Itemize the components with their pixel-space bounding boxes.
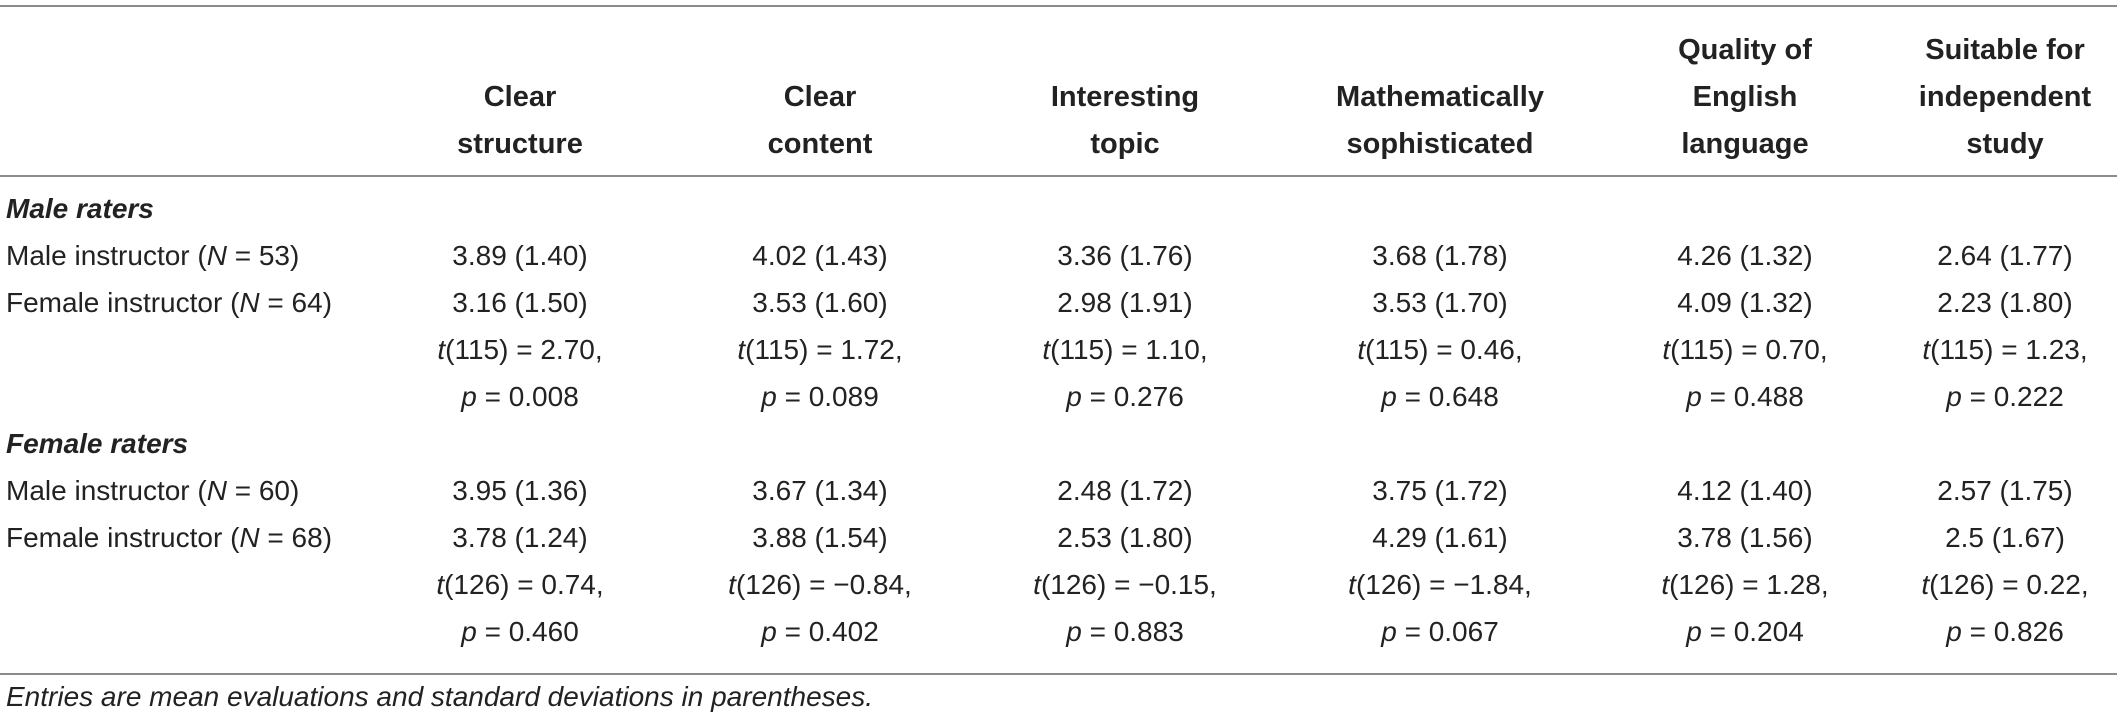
t-statistic: t(126) = −1.84, <box>1348 569 1532 600</box>
table-bottom-rule <box>0 673 2117 675</box>
table-cell: 3.78 (1.56) <box>1677 522 1813 553</box>
header-line: Suitable for <box>1925 34 2085 66</box>
table-cell: 3.36 (1.76) <box>1057 240 1193 271</box>
table-cell: 2.53 (1.80) <box>1057 522 1193 553</box>
section-title-male-raters: Male raters <box>6 193 154 224</box>
t-statistic: t(126) = 0.22, <box>1921 569 2089 600</box>
table-cell: 3.53 (1.60) <box>752 287 888 318</box>
table-cell: 2.98 (1.91) <box>1057 287 1193 318</box>
row-label: Female instructor (N = 64) <box>6 287 333 318</box>
row-label: Female instructor (N = 68) <box>6 522 333 553</box>
header-line: language <box>1681 128 1809 160</box>
p-value: p = 0.488 <box>1686 381 1804 412</box>
header-line: sophisticated <box>1346 128 1534 160</box>
row-label: Male instructor (N = 53) <box>6 240 300 271</box>
table-cell: 4.29 (1.61) <box>1372 522 1508 553</box>
table-cell: 3.68 (1.78) <box>1372 240 1508 271</box>
header-line: Quality of <box>1678 34 1812 66</box>
header-line: content <box>767 128 873 160</box>
p-value: p = 0.402 <box>761 616 879 647</box>
table-footnote: Entries are mean evaluations and standar… <box>6 681 873 712</box>
t-statistic: t(115) = 0.46, <box>1357 334 1523 365</box>
header-clear-structure: Clear structure <box>405 18 635 168</box>
t-statistic: t(126) = −0.84, <box>728 569 912 600</box>
table-cell: 4.12 (1.40) <box>1677 475 1813 506</box>
table-cell: 3.95 (1.36) <box>452 475 588 506</box>
table-cell: 4.26 (1.32) <box>1677 240 1813 271</box>
p-value: p = 0.276 <box>1066 381 1184 412</box>
t-statistic: t(115) = 1.23, <box>1922 334 2088 365</box>
header-line: Clear <box>483 81 557 113</box>
table-cell: 3.89 (1.40) <box>452 240 588 271</box>
table-row: Male instructor (N = 53) 3.89 (1.40) 4.0… <box>0 232 2117 279</box>
table-cell: 4.09 (1.32) <box>1677 287 1813 318</box>
table-cell: 3.67 (1.34) <box>752 475 888 506</box>
t-statistic: t(115) = 2.70, <box>437 334 603 365</box>
header-line: study <box>1966 128 2044 160</box>
table-cell: 3.16 (1.50) <box>452 287 588 318</box>
table-cell: 3.75 (1.72) <box>1372 475 1508 506</box>
t-statistic: t(115) = 1.10, <box>1042 334 1208 365</box>
header-line: Interesting <box>1050 81 1200 113</box>
p-value: p = 0.067 <box>1381 616 1499 647</box>
header-line: topic <box>1090 128 1160 160</box>
p-value: p = 0.204 <box>1686 616 1804 647</box>
header-line: Clear <box>783 81 857 113</box>
header-clear-content: Clear content <box>705 18 935 168</box>
header-rule <box>0 175 2117 177</box>
p-value: p = 0.089 <box>761 381 879 412</box>
table-cell: 3.78 (1.24) <box>452 522 588 553</box>
table-cell: 2.48 (1.72) <box>1057 475 1193 506</box>
table-row: Male instructor (N = 60) 3.95 (1.36) 3.6… <box>0 467 2117 514</box>
p-value: p = 0.826 <box>1946 616 2064 647</box>
table-row: Female instructor (N = 64) 3.16 (1.50) 3… <box>0 279 2117 326</box>
table-cell: 2.57 (1.75) <box>1937 475 2073 506</box>
table-cell: 2.5 (1.67) <box>1945 522 2065 553</box>
table-top-rule <box>0 5 2117 7</box>
table-row: Female instructor (N = 68) 3.78 (1.24) 3… <box>0 514 2117 561</box>
header-line: independent <box>1918 81 2092 113</box>
t-statistic: t(115) = 1.72, <box>737 334 903 365</box>
t-statistic-row: t(126) = 0.74, t(126) = −0.84, t(126) = … <box>0 561 2117 608</box>
table-cell: 3.53 (1.70) <box>1372 287 1508 318</box>
header-line: English <box>1692 81 1798 113</box>
t-statistic-row: t(115) = 2.70, t(115) = 1.72, t(115) = 1… <box>0 326 2117 373</box>
header-quality-of-english-language: Quality of English language <box>1620 18 1870 168</box>
table-cell: 3.88 (1.54) <box>752 522 888 553</box>
p-value: p = 0.222 <box>1946 381 2064 412</box>
header-line: structure <box>457 128 583 160</box>
header-suitable-for-independent-study: Suitable for independent study <box>1900 18 2110 168</box>
header-mathematically-sophisticated: Mathematically sophisticated <box>1290 18 1590 168</box>
t-statistic: t(126) = 1.28, <box>1661 569 1829 600</box>
header-line: Mathematically <box>1336 81 1544 113</box>
p-value-row: p = 0.008 p = 0.089 p = 0.276 p = 0.648 … <box>0 373 2117 420</box>
t-statistic: t(126) = −0.15, <box>1033 569 1217 600</box>
header-interesting-topic: Interesting topic <box>1005 18 1245 168</box>
t-statistic: t(126) = 0.74, <box>436 569 604 600</box>
table-cell: 2.23 (1.80) <box>1937 287 2073 318</box>
t-statistic: t(115) = 0.70, <box>1662 334 1828 365</box>
p-value: p = 0.648 <box>1381 381 1499 412</box>
table-cell: 2.64 (1.77) <box>1937 240 2073 271</box>
table-cell: 4.02 (1.43) <box>752 240 888 271</box>
section-title-female-raters: Female raters <box>6 428 189 459</box>
p-value: p = 0.460 <box>461 616 579 647</box>
p-value: p = 0.883 <box>1066 616 1184 647</box>
p-value-row: p = 0.460 p = 0.402 p = 0.883 p = 0.067 … <box>0 608 2117 655</box>
row-label: Male instructor (N = 60) <box>6 475 300 506</box>
p-value: p = 0.008 <box>461 381 579 412</box>
